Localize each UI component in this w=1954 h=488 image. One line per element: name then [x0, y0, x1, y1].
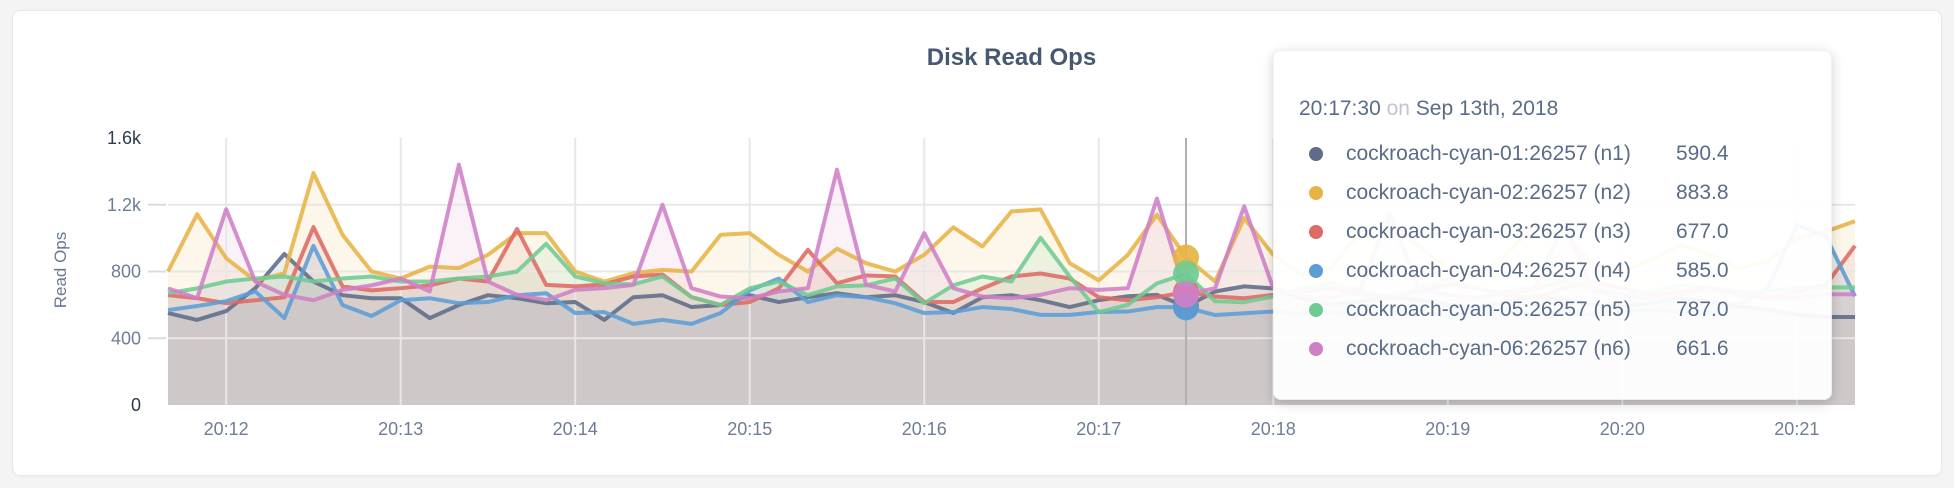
tooltip-series-value: 585.0	[1676, 258, 1729, 282]
chart-title: Disk Read Ops	[926, 44, 1097, 71]
y-axis-label: Read Ops	[51, 231, 70, 309]
series-color-dot	[1309, 263, 1323, 278]
x-tick-label: 20:20	[1600, 419, 1645, 439]
tooltip-on-word: on	[1386, 97, 1410, 120]
series-color-dot	[1309, 146, 1323, 161]
tooltip-series-value: 677.0	[1676, 219, 1729, 243]
tooltip-series-label: cockroach-cyan-06:26257 (n6)	[1346, 336, 1631, 360]
y-tick-label: 1.2k	[107, 195, 142, 215]
x-tick-label: 20:16	[902, 419, 947, 439]
x-tick-label: 20:18	[1251, 419, 1296, 439]
tooltip-time: 20:17:30	[1299, 97, 1381, 120]
series-color-dot	[1309, 341, 1323, 356]
x-tick-label: 20:12	[204, 419, 249, 439]
series-color-dot	[1309, 302, 1323, 317]
tooltip-series-label: cockroach-cyan-03:26257 (n3)	[1346, 219, 1631, 243]
tooltip-rows: cockroach-cyan-01:26257 (n1) 590.4 cockroa…	[1299, 134, 1831, 368]
tooltip-series-label: cockroach-cyan-05:26257 (n5)	[1346, 297, 1631, 321]
x-tick-label: 20:15	[727, 419, 772, 439]
tooltip-series-value: 590.4	[1676, 141, 1729, 165]
x-tick-label: 20:17	[1076, 419, 1121, 439]
x-tick-label: 20:14	[553, 419, 598, 439]
series-color-dot	[1309, 224, 1323, 239]
y-tick-label: 800	[111, 262, 141, 282]
tooltip-row: cockroach-cyan-03:26257 (n3) 677.0	[1299, 212, 1831, 251]
tooltip-row: cockroach-cyan-06:26257 (n6) 661.6	[1299, 329, 1831, 368]
x-tick-label: 20:13	[378, 419, 423, 439]
highlight-dot-n5	[1173, 260, 1200, 287]
highlight-dot-n6	[1173, 281, 1200, 308]
tooltip-row: cockroach-cyan-04:26257 (n4) 585.0	[1299, 251, 1831, 290]
tooltip-series-value: 661.6	[1676, 336, 1729, 360]
tooltip-date: Sep 13th, 2018	[1415, 97, 1559, 120]
y-tick-label: 0	[131, 395, 141, 415]
chart-tooltip: 20:17:30 on Sep 13th, 2018 cockroach-cya…	[1273, 50, 1832, 400]
tooltip-row: cockroach-cyan-02:26257 (n2) 883.8	[1299, 173, 1831, 212]
x-tick-label: 20:21	[1774, 419, 1819, 439]
y-tick-label: 400	[111, 328, 141, 348]
tooltip-series-value: 883.8	[1676, 180, 1729, 204]
tooltip-series-label: cockroach-cyan-02:26257 (n2)	[1346, 180, 1631, 204]
tooltip-series-value: 787.0	[1676, 297, 1729, 321]
tooltip-series-label: cockroach-cyan-04:26257 (n4)	[1346, 258, 1631, 282]
tooltip-row: cockroach-cyan-05:26257 (n5) 787.0	[1299, 290, 1831, 329]
x-tick-label: 20:19	[1425, 419, 1470, 439]
y-tick-label: 1.6k	[107, 128, 142, 148]
tooltip-series-label: cockroach-cyan-01:26257 (n1)	[1346, 141, 1631, 165]
tooltip-title: 20:17:30 on Sep 13th, 2018	[1299, 94, 1831, 124]
series-color-dot	[1309, 185, 1323, 200]
tooltip-row: cockroach-cyan-01:26257 (n1) 590.4	[1299, 134, 1831, 173]
